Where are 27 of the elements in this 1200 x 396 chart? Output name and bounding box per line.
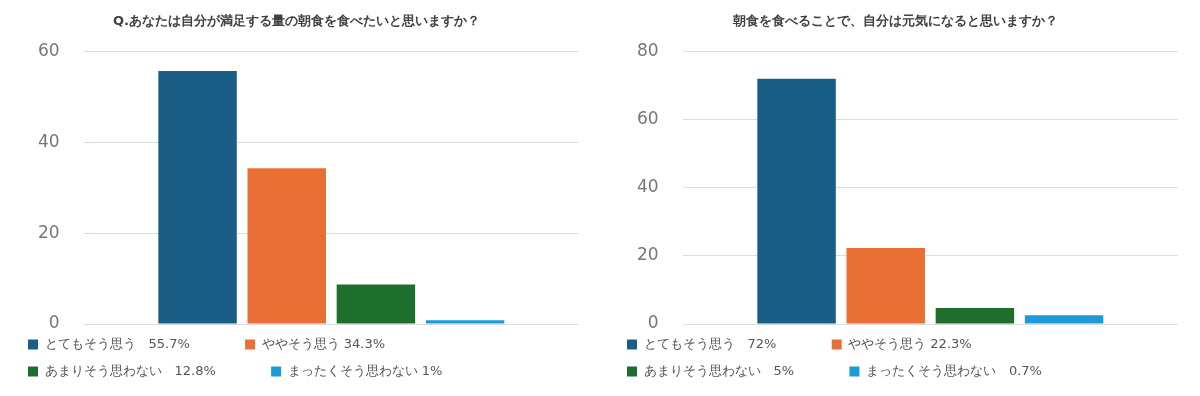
legend-label: とてもそう思う 55.7% <box>44 335 232 351</box>
chart-title: 朝食を食べることで、自分は元気になると思いますか？ <box>732 13 1058 29</box>
chart-title: Q.あなたは自分が満足する量の朝食を食べたいと思いますか？ <box>113 13 480 29</box>
legend-label: あまりそう思わない 12.8% <box>44 362 258 378</box>
bar <box>158 71 237 324</box>
y-tick-label: 40 <box>636 176 659 197</box>
legend-label: ややそう思う 22.3% <box>848 335 1013 351</box>
bar <box>846 248 925 324</box>
bar <box>935 308 1015 324</box>
legend-label: まったくそう思わない 1% <box>287 362 484 378</box>
legend-label: まったくそう思わない 0.7% <box>865 362 1084 378</box>
bar <box>247 168 326 324</box>
y-tick-label: 40 <box>37 130 60 151</box>
bar <box>336 284 416 324</box>
y-tick-label: 60 <box>37 40 60 61</box>
bar <box>757 78 836 324</box>
y-tick-label: 60 <box>636 108 659 129</box>
y-tick-label: 20 <box>636 244 659 265</box>
y-tick-label: 0 <box>48 312 60 333</box>
y-tick-label: 20 <box>37 221 60 242</box>
bar <box>425 320 505 324</box>
y-tick-label: 80 <box>636 40 659 61</box>
y-tick-label: 0 <box>647 312 659 333</box>
bar <box>1024 315 1104 324</box>
legend-label: とてもそう思う 72% <box>643 335 818 351</box>
legend-label: あまりそう思わない 5% <box>643 362 836 378</box>
legend-label: ややそう思う 34.3% <box>261 335 427 351</box>
